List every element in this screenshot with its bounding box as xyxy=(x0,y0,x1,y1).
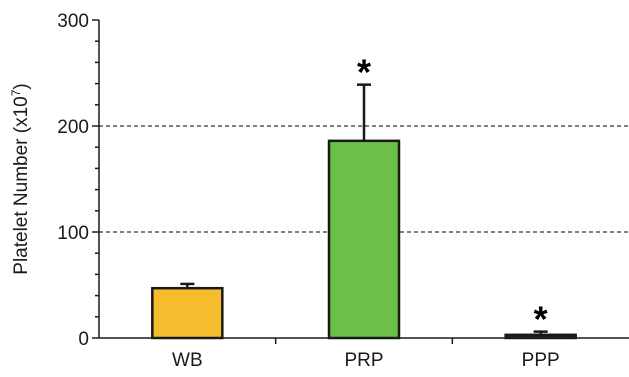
y-tick-label: 200 xyxy=(57,117,89,138)
significance-asterisk: * xyxy=(357,52,371,93)
significance-asterisk: * xyxy=(534,299,548,340)
y-tick-label: 0 xyxy=(78,329,89,350)
significance-markers: ** xyxy=(357,52,548,340)
axes xyxy=(92,19,629,344)
x-category-labels: WB PRP PPP xyxy=(172,350,560,371)
y-tick-label: 100 xyxy=(57,223,89,244)
x-tick-label: WB xyxy=(172,350,203,371)
gridlines xyxy=(99,125,629,233)
y-axis-title: Platelet Number (x107) xyxy=(9,83,32,274)
x-tick-label: PRP xyxy=(344,350,383,371)
bars xyxy=(151,139,577,340)
x-tick-label: PPP xyxy=(522,350,560,371)
error-bars xyxy=(180,83,548,335)
bar-prp xyxy=(327,139,401,340)
bar-wb xyxy=(151,286,224,340)
y-tick-label: 300 xyxy=(57,11,89,32)
y-tick-labels: 0 100 200 300 xyxy=(57,11,89,350)
